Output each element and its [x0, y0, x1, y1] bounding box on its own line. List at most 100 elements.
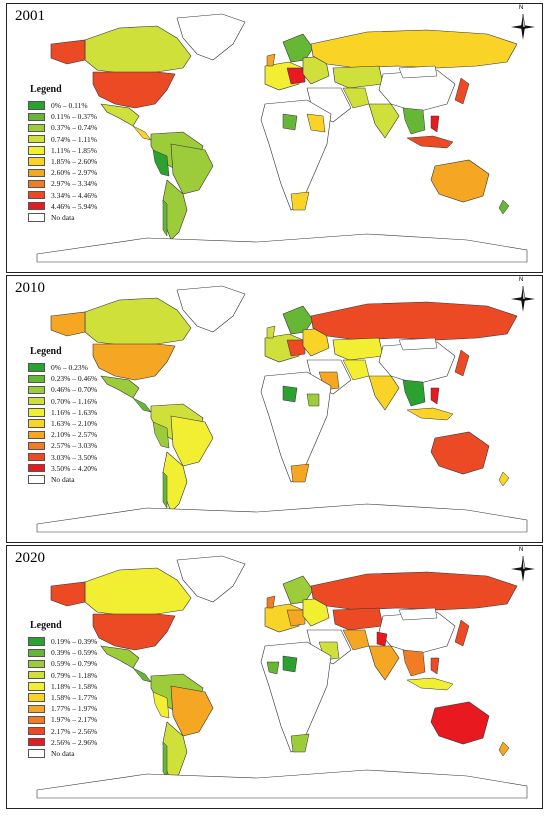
legend-item: 3.03% – 3.50% [28, 452, 97, 463]
legend-label: 0.23% – 0.46% [51, 374, 98, 384]
legend-label: 0.59% – 0.79% [51, 659, 98, 669]
japan [454, 619, 470, 647]
mongolia [398, 607, 438, 621]
brazil [170, 415, 214, 467]
legend-item: 1.85% – 2.60% [28, 156, 97, 167]
legend-label: 2.17% – 2.56% [51, 726, 98, 736]
legend-item: 1.16% – 1.63% [28, 407, 97, 418]
legend-label: 2.57% – 3.03% [51, 441, 98, 451]
japan [454, 349, 470, 377]
legend-item: 1.18% – 1.58% [28, 681, 97, 692]
legend-swatch [28, 715, 45, 725]
legend-item: 4.46% – 5.94% [28, 201, 97, 212]
russia [310, 301, 518, 341]
map-panel-2020: 2020 Le [6, 545, 543, 809]
antarctica [36, 503, 528, 533]
legend-label: No data [51, 212, 75, 222]
legend-swatch [28, 419, 45, 428]
legend-label: 0.46% – 0.70% [51, 385, 98, 395]
legend-label: 0.19% – 0.39% [51, 637, 98, 647]
legend-swatch [28, 749, 45, 758]
north-label: N [519, 547, 524, 553]
legend-item: No data [28, 212, 97, 223]
mongolia [398, 337, 438, 351]
panel-year: 2020 [15, 550, 45, 566]
legend-item: 0.79% – 1.18% [28, 670, 97, 681]
legend-label: 0.79% – 1.18% [51, 670, 98, 680]
indonesia [406, 135, 454, 149]
legend-swatch [28, 179, 45, 189]
legend-item: 1.97% – 2.17% [28, 714, 97, 725]
legend-swatch [28, 374, 45, 383]
new-zealand [498, 741, 510, 757]
uk [266, 595, 276, 609]
legend-swatch [28, 363, 45, 372]
legend-item: 0.74% – 1.11% [28, 134, 97, 145]
world-map [36, 13, 528, 263]
map-legend: Legend 0% – 0.11% 0.11% – 0.37% 0.37% – 0.… [28, 84, 97, 223]
legend-label: 0% – 0.23% [51, 363, 88, 373]
legend-swatch [28, 682, 45, 691]
legend-swatch [28, 190, 45, 200]
legend-item: 1.58% – 1.77% [28, 692, 97, 703]
legend-swatch [28, 693, 45, 702]
legend-label: 1.18% – 1.58% [51, 681, 98, 691]
legend-swatch [28, 157, 45, 166]
legend-swatch [28, 738, 45, 747]
australia [430, 159, 490, 203]
north-arrow-icon: N [508, 5, 538, 46]
scandinavia [282, 305, 314, 335]
map-panel-2010: 2010 Legend [6, 275, 543, 543]
central-europe [286, 339, 306, 357]
legend-swatch [28, 385, 45, 395]
legend-swatch [28, 452, 45, 462]
legend-swatch [28, 134, 45, 144]
legend-swatch [28, 441, 45, 451]
legend-swatch [28, 408, 45, 417]
india [368, 645, 400, 681]
legend-item: 2.10% – 2.57% [28, 429, 97, 440]
legend-item: 0.23% – 0.46% [28, 373, 97, 384]
usa [92, 71, 176, 109]
legend-label: 0.39% – 0.59% [51, 648, 98, 658]
legend-item: 0% – 0.11% [28, 100, 97, 111]
legend-label: 0.74% – 1.11% [51, 134, 97, 144]
legend-label: 1.85% – 2.60% [51, 157, 98, 167]
legend-swatch [28, 430, 45, 439]
legend-swatch [28, 202, 45, 211]
legend-swatch [28, 637, 45, 646]
greenland [176, 285, 246, 333]
legend-swatch [28, 659, 45, 669]
legend-item: 0.39% – 0.59% [28, 647, 97, 658]
brazil [170, 685, 214, 737]
india [368, 103, 400, 139]
indonesia [406, 407, 454, 421]
world-map [36, 555, 528, 799]
panel-year: 2001 [15, 8, 45, 24]
map-legend: Legend 0% – 0.23% 0.23% – 0.46% 0.46% – 0.… [28, 346, 97, 485]
legend-swatch [28, 146, 45, 155]
mongolia [398, 65, 438, 79]
legend-label: 3.50% – 4.20% [51, 463, 98, 473]
legend-item: 2.60% – 2.97% [28, 167, 97, 178]
north-arrow-icon: N [508, 547, 538, 588]
legend-label: No data [51, 474, 75, 484]
kazakhstan [332, 65, 384, 89]
greenland [176, 13, 246, 61]
legend-label: 1.58% – 1.77% [51, 693, 98, 703]
legend-swatch [28, 213, 45, 222]
legend-swatch [28, 704, 45, 713]
legend-swatch [28, 112, 45, 121]
japan [454, 77, 470, 105]
canada [84, 567, 192, 617]
legend-label: 2.97% – 3.34% [51, 179, 98, 189]
antarctica [36, 769, 528, 799]
legend-item: 2.97% – 3.34% [28, 178, 97, 189]
legend-item: 1.63% – 2.10% [28, 418, 97, 429]
north-label: N [519, 5, 524, 11]
north-arrow-icon: N [508, 277, 538, 318]
legend-item: 3.34% – 4.46% [28, 190, 97, 201]
china [378, 69, 456, 113]
canada [84, 25, 192, 75]
legend-label: 0.70% – 1.16% [51, 396, 98, 406]
